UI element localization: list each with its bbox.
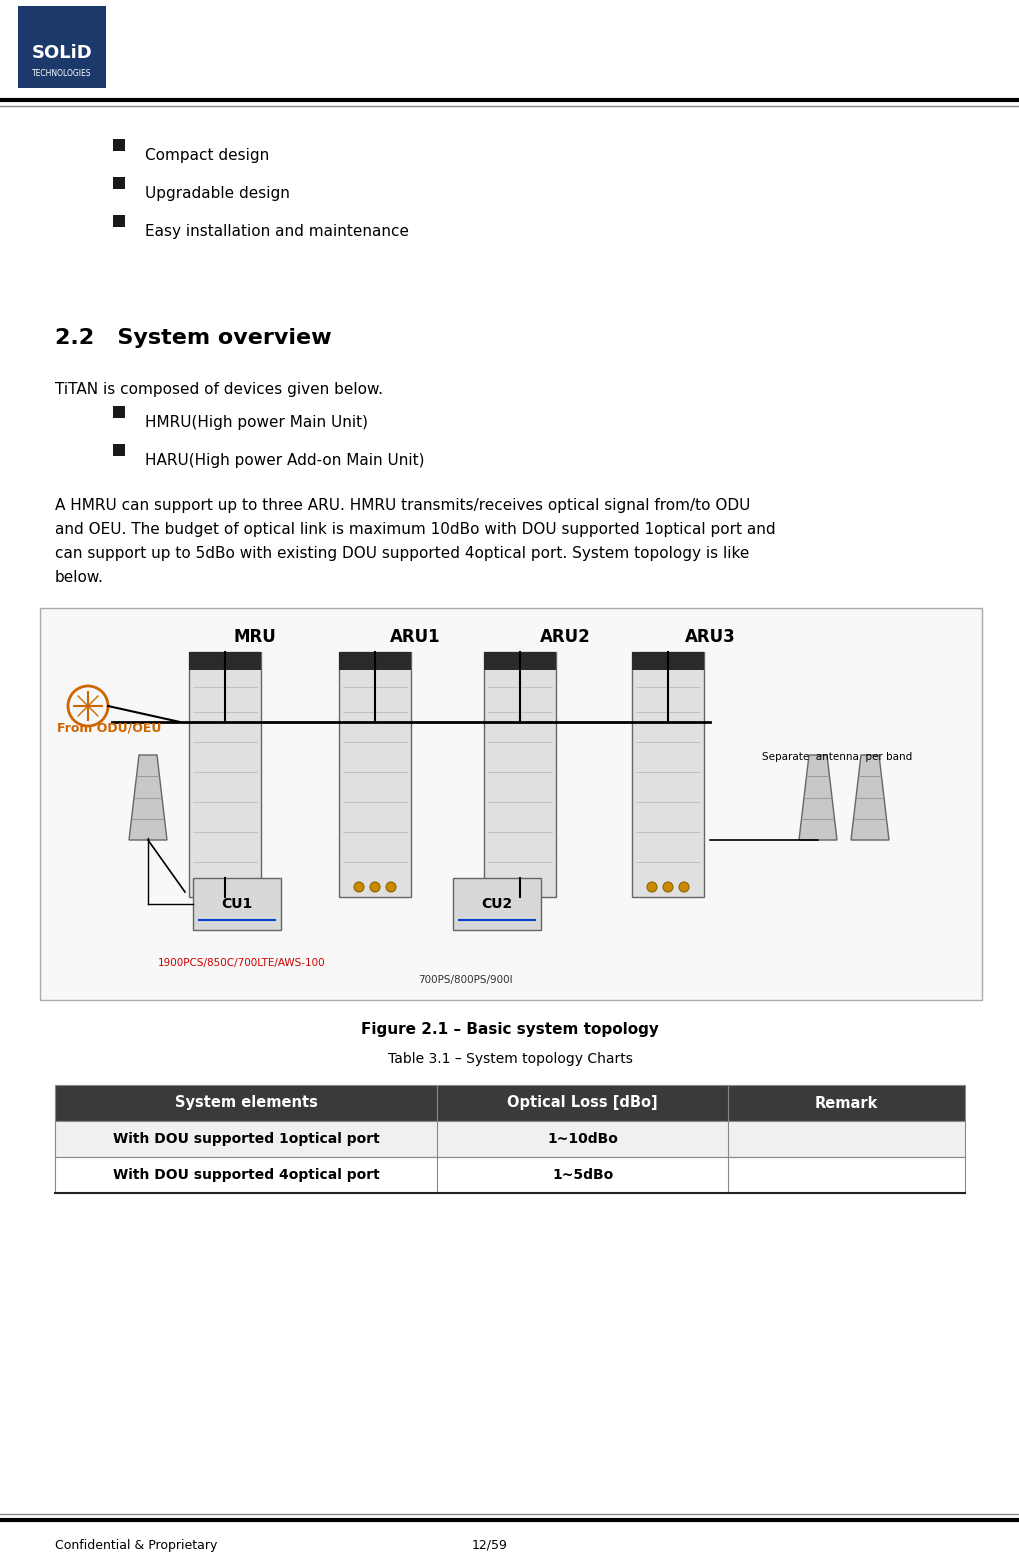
Circle shape [385,883,395,892]
FancyBboxPatch shape [113,177,125,189]
Circle shape [646,883,656,892]
Text: MRU: MRU [233,628,276,647]
Circle shape [204,883,214,892]
Circle shape [498,883,508,892]
Text: ARU2: ARU2 [539,628,590,647]
Text: With DOU supported 4optical port: With DOU supported 4optical port [113,1168,379,1182]
Circle shape [370,883,380,892]
Text: TECHNOLOGIES: TECHNOLOGIES [33,69,92,78]
Text: CU1: CU1 [221,897,253,911]
FancyBboxPatch shape [193,878,280,929]
Text: Remark: Remark [814,1095,877,1111]
FancyBboxPatch shape [113,406,125,419]
Circle shape [515,883,525,892]
FancyBboxPatch shape [55,1157,964,1193]
Text: CU2: CU2 [481,897,513,911]
Text: Table 3.1 – System topology Charts: Table 3.1 – System topology Charts [387,1051,632,1065]
Circle shape [531,883,540,892]
Text: Confidential & Proprietary: Confidential & Proprietary [55,1539,217,1551]
Circle shape [662,883,673,892]
Text: TiTAN is composed of devices given below.: TiTAN is composed of devices given below… [55,383,382,397]
Text: With DOU supported 1optical port: With DOU supported 1optical port [113,1132,379,1147]
FancyBboxPatch shape [484,651,555,897]
Text: 2.2   System overview: 2.2 System overview [55,328,331,348]
Text: ARU1: ARU1 [389,628,440,647]
Circle shape [679,883,688,892]
FancyBboxPatch shape [189,651,261,670]
Text: Compact design: Compact design [145,148,269,162]
FancyBboxPatch shape [632,651,703,670]
Text: Optical Loss [dBo]: Optical Loss [dBo] [507,1095,657,1111]
Text: SOLiD: SOLiD [32,44,93,62]
Text: below.: below. [55,570,104,586]
Text: System elements: System elements [174,1095,317,1111]
Text: Easy installation and maintenance: Easy installation and maintenance [145,223,409,239]
Circle shape [220,883,229,892]
FancyBboxPatch shape [632,651,703,897]
Text: HARU(High power Add-on Main Unit): HARU(High power Add-on Main Unit) [145,453,424,469]
Text: can support up to 5dBo with existing DOU supported 4optical port. System topolog: can support up to 5dBo with existing DOU… [55,547,749,561]
FancyBboxPatch shape [189,651,261,897]
Text: 12/59: 12/59 [472,1539,507,1551]
FancyBboxPatch shape [113,139,125,152]
Circle shape [354,883,364,892]
Text: 700PS/800PS/900I: 700PS/800PS/900I [418,975,513,986]
Text: HMRU(High power Main Unit): HMRU(High power Main Unit) [145,415,368,430]
Text: A HMRU can support up to three ARU. HMRU transmits/receives optical signal from/: A HMRU can support up to three ARU. HMRU… [55,498,750,512]
Polygon shape [850,754,889,840]
FancyBboxPatch shape [113,444,125,456]
Polygon shape [798,754,837,840]
FancyBboxPatch shape [18,6,106,87]
Circle shape [235,883,246,892]
Polygon shape [128,754,167,840]
Text: and OEU. The budget of optical link is maximum 10dBo with DOU supported 1optical: and OEU. The budget of optical link is m… [55,522,774,537]
Text: Separate  antenna  per band: Separate antenna per band [761,751,911,762]
FancyBboxPatch shape [338,651,411,897]
Text: 1~10dBo: 1~10dBo [547,1132,618,1147]
Text: Figure 2.1 – Basic system topology: Figure 2.1 – Basic system topology [361,1022,658,1037]
FancyBboxPatch shape [55,1086,964,1122]
FancyBboxPatch shape [113,216,125,226]
Text: From ODU/OEU: From ODU/OEU [57,722,161,734]
Text: 1~5dBo: 1~5dBo [551,1168,612,1182]
FancyBboxPatch shape [452,878,540,929]
FancyBboxPatch shape [55,1122,964,1157]
FancyBboxPatch shape [484,651,555,670]
Text: Upgradable design: Upgradable design [145,186,289,201]
FancyBboxPatch shape [338,651,411,670]
Text: ARU3: ARU3 [684,628,735,647]
Text: 1900PCS/850C/700LTE/AWS-100: 1900PCS/850C/700LTE/AWS-100 [158,958,325,968]
FancyBboxPatch shape [40,608,981,1000]
